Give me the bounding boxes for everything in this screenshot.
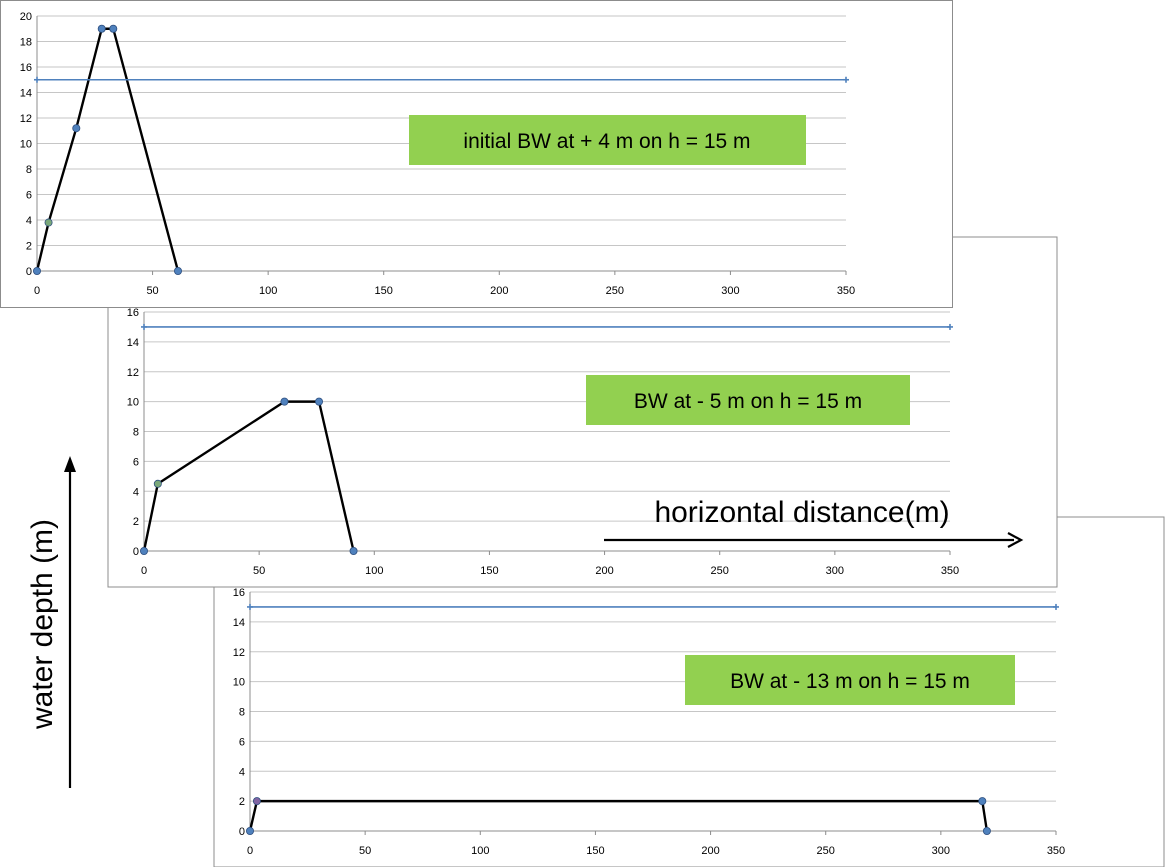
y-tick-label: 0 <box>26 266 32 278</box>
x-tick-label: 50 <box>146 285 158 297</box>
x-tick-label: 200 <box>490 285 508 297</box>
y-tick-label: 16 <box>127 307 139 319</box>
y-tick-label: 14 <box>233 617 245 629</box>
x-tick-label: 350 <box>837 285 855 297</box>
y-tick-label: 6 <box>239 736 245 748</box>
y-tick-label: 2 <box>239 796 245 808</box>
y-tick-label: 2 <box>26 241 32 253</box>
x-tick-label: 150 <box>375 285 393 297</box>
y-tick-label: 10 <box>233 677 245 689</box>
data-point <box>978 797 987 806</box>
data-point <box>173 266 182 275</box>
y-tick-label: 6 <box>133 456 139 468</box>
plot-area: 0 2 4 6 8 10 12 14 16 0 50 100 150 200 250 300 350 <box>127 307 959 577</box>
x-tick-label: 0 <box>247 845 253 857</box>
y-tick-label: 12 <box>20 113 32 125</box>
y-tick-label: 16 <box>20 62 32 74</box>
y-tick-label: 16 <box>233 587 245 599</box>
y-tick-label: 10 <box>20 139 32 151</box>
breakwater-profile-line <box>35 27 180 272</box>
x-tick-label: 300 <box>826 565 844 577</box>
x-tick-label: 250 <box>606 285 624 297</box>
data-point <box>982 827 991 836</box>
x-tick-label: 0 <box>141 565 147 577</box>
x-tick-label: 100 <box>471 845 489 857</box>
data-point <box>44 218 53 227</box>
data-point <box>139 547 148 556</box>
x-tick-label: 100 <box>259 285 277 297</box>
y-tick-label: 2 <box>133 516 139 528</box>
y-tick-label: 4 <box>239 766 245 778</box>
data-point <box>245 827 254 836</box>
y-tick-label: 12 <box>233 647 245 659</box>
x-tick-label: 150 <box>586 845 604 857</box>
x-axis-label: horizontal distance(m) <box>654 496 949 529</box>
y-tick-label: 4 <box>26 215 32 227</box>
data-point <box>252 797 261 806</box>
y-tick-label: 14 <box>127 337 139 349</box>
y-tick-label: 8 <box>239 707 245 719</box>
data-point <box>280 397 289 406</box>
y-tick-label: 4 <box>133 486 139 498</box>
x-axis-overlay: horizontal distance(m) <box>604 496 1024 548</box>
x-tick-label: 250 <box>711 565 729 577</box>
y-tick-label: 18 <box>20 37 32 49</box>
annotation-text: BW at - 5 m on h = 15 m <box>634 390 862 413</box>
data-point <box>315 397 324 406</box>
x-tick-label: 100 <box>365 565 383 577</box>
x-axis-arrow-head <box>1007 532 1024 548</box>
y-tick-label: 8 <box>26 164 32 176</box>
y-tick-label: 20 <box>20 11 32 23</box>
x-tick-label: 250 <box>817 845 835 857</box>
x-tick-label: 0 <box>34 285 40 297</box>
y-tick-label: 6 <box>26 190 32 202</box>
data-point <box>97 24 106 33</box>
y-tick-label: 0 <box>239 826 245 838</box>
y-tick-label: 14 <box>20 88 32 100</box>
data-point <box>109 24 118 33</box>
x-tick-label: 200 <box>595 565 613 577</box>
data-point <box>33 266 42 275</box>
annotation-box <box>409 115 806 165</box>
data-point <box>72 124 81 133</box>
y-tick-label: 12 <box>127 367 139 379</box>
x-tick-label: 50 <box>359 845 371 857</box>
y-tick-label: 10 <box>127 397 139 409</box>
annotation-text: initial BW at + 4 m on h = 15 m <box>463 130 750 153</box>
y-tick-label: 8 <box>133 427 139 439</box>
y-axis-label: water depth (m) <box>26 519 59 730</box>
x-tick-label: 50 <box>253 565 265 577</box>
y-tick-label: 0 <box>133 546 139 558</box>
annotation-box <box>685 655 1015 705</box>
y-axis-arrow-head <box>64 456 76 472</box>
y-axis-overlay: water depth (m) <box>26 456 76 788</box>
data-point <box>153 479 162 488</box>
plot-area: 0 2 4 6 8 10 12 14 16 0 50 100 150 200 250 300 350 <box>233 587 1065 857</box>
x-tick-label: 350 <box>941 565 959 577</box>
breakwater-profile-line <box>248 799 989 832</box>
x-tick-label: 150 <box>480 565 498 577</box>
annotation-box <box>586 375 910 425</box>
x-tick-label: 300 <box>932 845 950 857</box>
annotation-text: BW at - 13 m on h = 15 m <box>730 670 970 693</box>
x-tick-label: 350 <box>1047 845 1065 857</box>
data-point <box>349 547 358 556</box>
x-tick-label: 300 <box>721 285 739 297</box>
x-tick-label: 200 <box>701 845 719 857</box>
